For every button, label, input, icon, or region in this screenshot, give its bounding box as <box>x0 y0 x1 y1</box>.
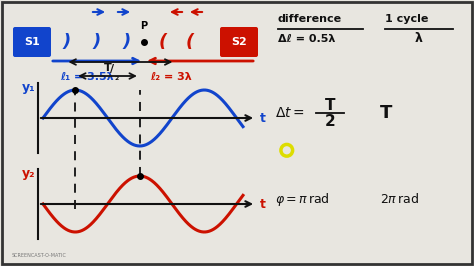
Text: ₂: ₂ <box>115 72 119 82</box>
Text: $\Delta t=$: $\Delta t=$ <box>275 106 305 120</box>
Text: t: t <box>260 111 266 124</box>
Text: $\varphi = \pi\,\mathrm{rad}$: $\varphi = \pi\,\mathrm{rad}$ <box>275 190 330 207</box>
Text: y₂: y₂ <box>21 168 35 181</box>
Text: P: P <box>140 21 147 31</box>
Text: S2: S2 <box>231 37 247 47</box>
Text: (: ( <box>186 33 194 51</box>
Text: SCREENCAST-O-MATIC: SCREENCAST-O-MATIC <box>12 253 67 258</box>
Text: $2\pi\,\mathrm{rad}$: $2\pi\,\mathrm{rad}$ <box>380 192 419 206</box>
Text: y₁: y₁ <box>21 81 35 94</box>
Text: Δℓ = 0.5λ: Δℓ = 0.5λ <box>278 34 336 44</box>
Text: T: T <box>380 104 392 122</box>
FancyBboxPatch shape <box>220 27 258 57</box>
FancyBboxPatch shape <box>13 27 51 57</box>
Text: /: / <box>109 64 114 74</box>
Text: T: T <box>104 63 111 73</box>
Text: ): ) <box>123 33 131 51</box>
Text: S1: S1 <box>24 37 40 47</box>
Text: 1 cycle: 1 cycle <box>385 14 428 24</box>
Text: 2: 2 <box>325 114 336 130</box>
Text: t: t <box>260 197 266 210</box>
Text: T: T <box>325 98 335 113</box>
Text: ): ) <box>63 33 71 51</box>
Text: λ: λ <box>415 32 423 45</box>
Text: difference: difference <box>278 14 342 24</box>
Text: ℓ₁ = 3.5λ: ℓ₁ = 3.5λ <box>60 72 114 82</box>
Text: ): ) <box>93 33 101 51</box>
Text: ℓ₂ = 3λ: ℓ₂ = 3λ <box>150 72 192 82</box>
Text: (: ( <box>159 33 167 51</box>
